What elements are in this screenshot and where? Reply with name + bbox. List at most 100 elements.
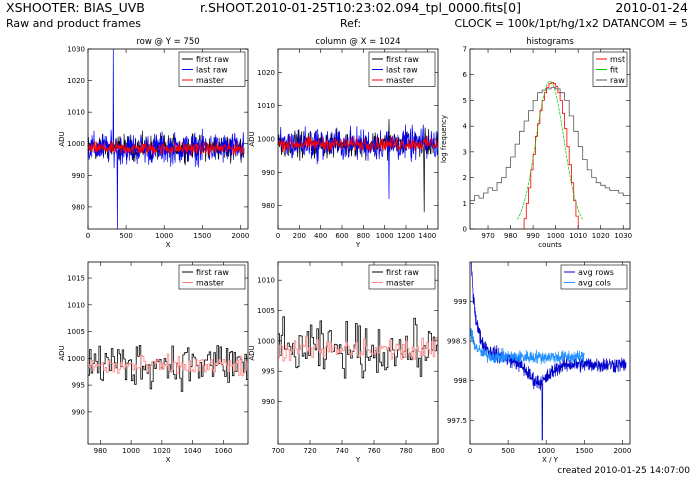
legend-label: first raw [386,55,419,64]
x-tick-label: 0 [468,447,472,455]
y-tick-label: 980 [262,202,275,210]
x-tick-label: 740 [335,447,348,455]
subtitle: Raw and product frames [6,17,141,30]
y-tick-label: 7 [463,46,467,54]
series-line [470,262,627,441]
x-tick-label: 500 [501,447,514,455]
x-tick-label: 1200 [397,232,415,240]
y-tick-label: 998.5 [447,338,467,346]
legend-label: first raw [196,55,229,64]
legend-label: raw [610,76,625,85]
x-tick-label: 1000 [547,232,565,240]
x-tick-label: 720 [303,447,316,455]
plot-frame [87,261,249,445]
y-tick-label: 995 [262,368,275,376]
series-line [278,316,438,379]
x-tick-label: 800 [431,447,444,455]
chart-title: row @ Y = 750 [136,37,199,47]
x-tick-label: 400 [314,232,327,240]
y-tick-label: 2 [463,174,467,182]
series-line [521,82,579,229]
plot-frame [277,261,439,445]
plot-frame [87,48,249,230]
created-timestamp: created 2010-01-25 14:07:00 [557,466,690,476]
panel-histograms: histograms 970 980 990 1000 1010 1020 1030 0 1 2 3 4… [440,37,632,249]
x-tick-label: 1040 [184,447,202,455]
legend-label: master [386,76,415,85]
y-tick-label: 4 [463,123,468,131]
panel-row-zoom: 980 1000 1020 1040 1060 990 995 1000 1005 1010 101… [58,261,249,464]
legend-box [560,264,628,290]
x-tick-label: 0 [276,232,280,240]
legend-label: avg rows [578,268,614,277]
x-axis-label: X [166,241,171,249]
x-tick-label: 1030 [614,232,632,240]
x-tick-label: 1020 [592,232,610,240]
y-tick-label: 1010 [67,109,85,117]
y-tick-label: 1020 [257,69,275,77]
report-date: 2010-01-24 [615,0,688,15]
y-tick-label: 990 [72,408,85,416]
legend-label: first raw [386,268,419,277]
y-tick-label: 1000 [257,337,275,345]
y-tick-label: 3 [463,148,467,156]
x-tick-label: 1060 [214,447,232,455]
series-line [470,327,585,365]
x-tick-label: 200 [293,232,306,240]
panel-averages: 0 500 1000 1500 2000 997.5 998 998.5 999 X / Y avg… [447,261,631,464]
series-line [278,118,438,213]
x-tick-label: 990 [526,232,539,240]
panel-row: row @ Y = 750 0 500 1000 1500 2000 980 990 1000 1… [58,37,249,249]
y-tick-label: 1010 [257,102,275,110]
x-tick-label: 1000 [376,232,394,240]
series-line [88,345,248,392]
x-tick-label: 600 [335,232,348,240]
clock-info: CLOCK = 100k/1pt/hg/1x2 DATANCOM = 5 [454,17,688,30]
y-tick-label: 980 [72,203,85,211]
reference-label: Ref: [340,17,362,30]
x-tick-label: 1500 [575,447,593,455]
legend-label: fit [610,66,618,75]
x-tick-label: 1010 [569,232,587,240]
instrument-title: XSHOOTER: BIAS_UVB [6,0,145,15]
y-tick-label: 1005 [67,328,85,336]
x-tick-label: 1020 [153,447,171,455]
y-tick-label: 997.5 [447,417,467,425]
plot-frame [469,48,631,230]
panel-column-zoom: 700 720 740 760 780 800 990 995 1000 1005 1010 Y ADU… [248,261,445,464]
x-tick-label: 1000 [155,232,173,240]
x-tick-label: 2000 [231,232,249,240]
x-axis-label: Y [355,456,361,464]
y-tick-label: 1020 [67,77,85,85]
x-tick-label: 1000 [122,447,140,455]
series-line [517,80,583,220]
y-tick-label: 990 [262,169,275,177]
legend-box [368,264,436,290]
y-tick-label: 1010 [67,301,85,309]
series-line [88,140,245,157]
y-tick-label: 990 [262,398,275,406]
y-tick-label: 1000 [257,136,275,144]
file-name: r.SHOOT.2010-01-25T10:23:02.094_tpl_0000… [200,0,521,15]
legend-label: first raw [196,268,229,277]
x-tick-label: 970 [481,232,494,240]
x-tick-label: 0 [86,232,90,240]
chart-title: column @ X = 1024 [315,37,400,47]
legend-label: last raw [196,66,228,75]
legend-label: mst [610,55,625,64]
y-tick-label: 0 [463,226,467,234]
x-tick-label: 780 [399,447,412,455]
x-tick-label: 980 [504,232,517,240]
x-tick-label: 2000 [613,447,631,455]
legend-label: master [386,279,415,288]
y-axis-label: log frequency [440,115,448,163]
plot-frame [469,261,631,445]
y-tick-label: 990 [72,172,85,180]
y-tick-label: 995 [72,382,85,390]
y-tick-label: 1015 [67,275,85,283]
y-tick-label: 6 [463,71,468,79]
series-line [88,353,248,377]
legend-box [178,264,246,290]
series-line [278,336,438,362]
